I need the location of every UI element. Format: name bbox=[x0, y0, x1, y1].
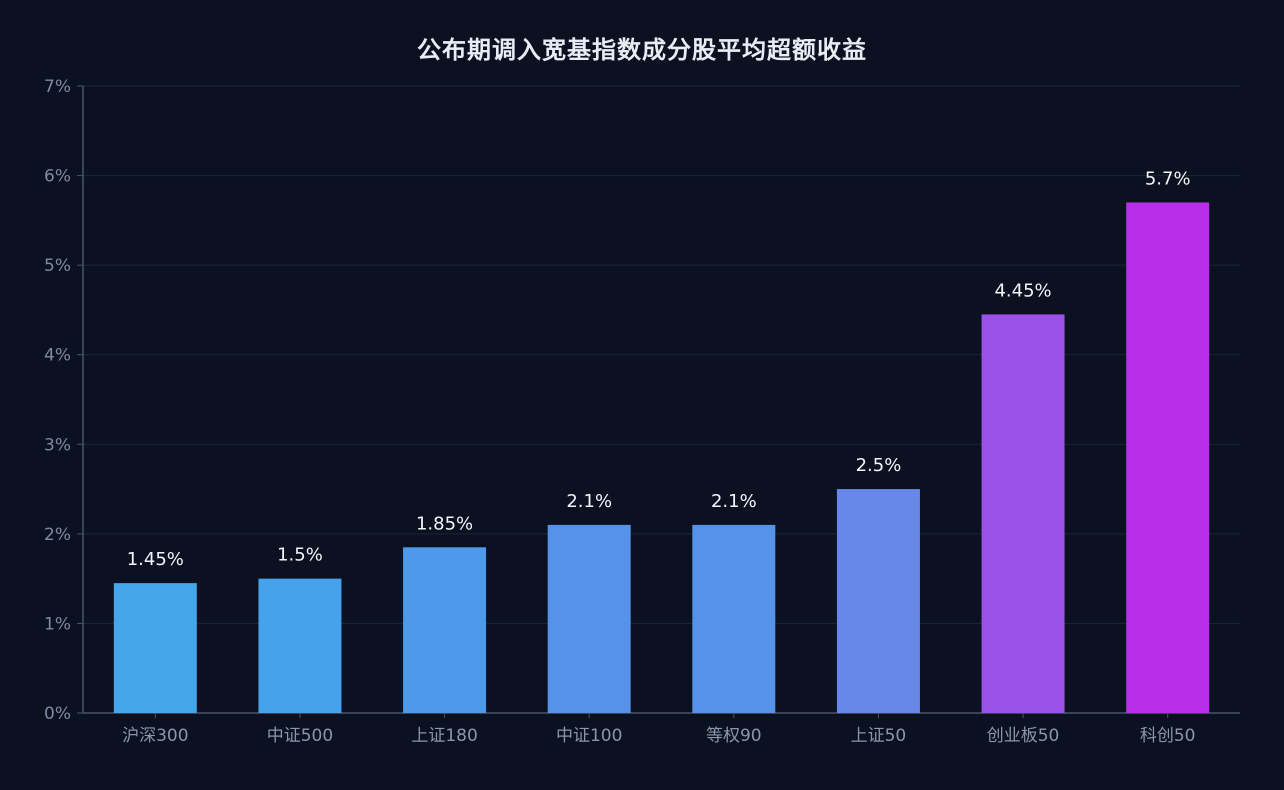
y-tick-label: 3% bbox=[44, 435, 71, 455]
x-tick-label: 中证100 bbox=[556, 726, 622, 746]
chart-title: 公布期调入宽基指数成分股平均超额收益 bbox=[417, 36, 867, 64]
y-tick-label: 2% bbox=[44, 525, 71, 545]
bar-value-label: 1.5% bbox=[277, 545, 323, 566]
bar bbox=[258, 578, 342, 713]
bar bbox=[836, 489, 920, 713]
x-tick-label: 上证50 bbox=[851, 726, 907, 746]
bar bbox=[981, 314, 1065, 713]
bar bbox=[692, 524, 776, 713]
x-tick-label: 上证180 bbox=[411, 726, 477, 746]
y-tick-label: 4% bbox=[44, 346, 71, 366]
bar bbox=[547, 524, 631, 713]
x-tick-label: 等权90 bbox=[706, 726, 762, 746]
bar bbox=[403, 547, 487, 713]
bar-value-label: 2.1% bbox=[566, 491, 612, 512]
y-tick-label: 7% bbox=[44, 77, 71, 97]
bar bbox=[1126, 202, 1210, 713]
x-tick-label: 中证500 bbox=[267, 726, 333, 746]
y-tick-label: 0% bbox=[44, 704, 71, 724]
bar-value-label: 2.1% bbox=[711, 491, 757, 512]
x-tick-label: 沪深300 bbox=[122, 726, 188, 746]
bar-value-label: 2.5% bbox=[856, 455, 902, 476]
bar-value-label: 4.45% bbox=[994, 280, 1051, 301]
x-tick-label: 创业板50 bbox=[987, 726, 1060, 746]
bar-value-label: 5.7% bbox=[1145, 168, 1191, 189]
bar-value-label: 1.45% bbox=[127, 549, 184, 570]
y-tick-label: 1% bbox=[44, 614, 71, 634]
bar bbox=[113, 583, 197, 713]
y-tick-label: 5% bbox=[44, 256, 71, 276]
x-tick-label: 科创50 bbox=[1140, 726, 1196, 746]
y-tick-label: 6% bbox=[44, 167, 71, 187]
bar-value-label: 1.85% bbox=[416, 513, 473, 534]
